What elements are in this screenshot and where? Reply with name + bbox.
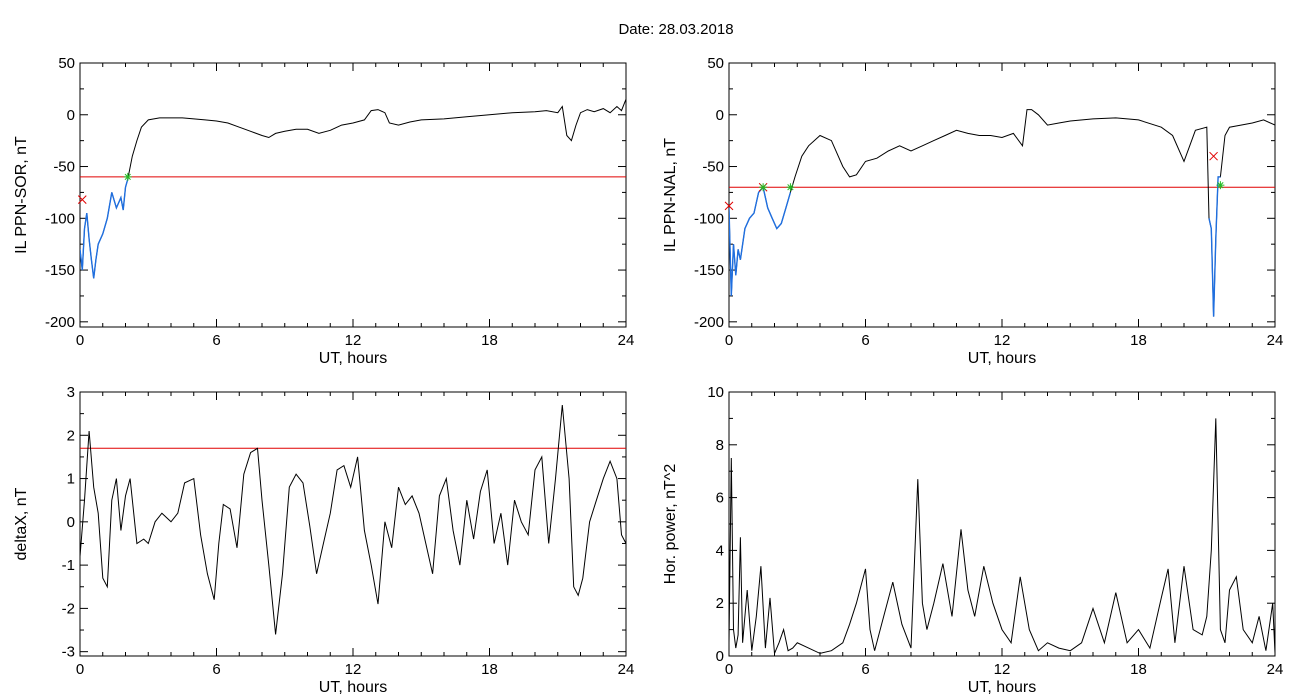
panel-deltax: 0 6 12 18 24 3 2 1 0 -1 -2 -3 UT, hours deltaX, nT	[13, 384, 634, 696]
x-tick-label: 6	[861, 661, 869, 678]
y-tick-label: 2	[716, 595, 724, 612]
onset-marker	[724, 201, 734, 211]
y-tick-label: 1	[67, 471, 75, 488]
y-axis-label: deltaX, nT	[13, 487, 30, 560]
y-tick-label: -2	[62, 600, 75, 617]
substorm-segment	[729, 185, 792, 296]
plot-frame	[728, 391, 1276, 657]
y-tick-label: 10	[707, 384, 724, 401]
onset-marker	[77, 195, 87, 205]
end-marker	[786, 183, 795, 192]
substorm-segment	[1208, 176, 1221, 317]
x-tick-label: 6	[861, 332, 869, 349]
panel-il-nal: 0 6 12 18 24 50 0 -50 -100 -150 -200 UT, hours IL PP…	[662, 55, 1283, 367]
x-tick-label: 0	[76, 661, 84, 678]
x-axis-label: UT, hours	[968, 350, 1036, 367]
x-tick-label: 18	[481, 332, 498, 349]
y-tick-label: -100	[694, 210, 724, 227]
y-tick-label: 3	[67, 384, 75, 401]
end-marker	[123, 172, 132, 181]
x-axis-label: UT, hours	[968, 679, 1036, 696]
x-tick-label: 0	[725, 661, 733, 678]
data-trace	[80, 404, 626, 635]
panel-il-sor: 0 6 12 18 24 50 0 -50 -100 -150 -200 UT, hours IL PP…	[13, 55, 634, 367]
x-tick-label: 0	[725, 332, 733, 349]
y-tick-label: 6	[716, 490, 724, 507]
x-tick-label: 24	[1267, 661, 1284, 678]
plot-frame	[728, 62, 1276, 328]
y-tick-label: -3	[62, 644, 75, 661]
x-tick-label: 6	[212, 661, 220, 678]
x-axis-label: UT, hours	[319, 679, 387, 696]
x-tick-label: 24	[618, 332, 635, 349]
x-tick-label: 0	[76, 332, 84, 349]
onset-marker	[1209, 151, 1218, 161]
y-tick-label: 0	[67, 107, 75, 124]
x-tick-label: 12	[994, 332, 1011, 349]
x-tick-label: 24	[618, 661, 635, 678]
y-tick-label: -100	[45, 210, 75, 227]
y-tick-label: 0	[716, 648, 724, 665]
y-tick-label: -50	[702, 159, 724, 176]
y-tick-label: 8	[716, 437, 724, 454]
y-tick-label: -1	[62, 557, 75, 574]
figure-title: Date: 28.03.2018	[618, 21, 733, 38]
data-trace	[80, 99, 626, 279]
y-tick-label: -150	[694, 262, 724, 279]
plot-frame	[79, 62, 627, 328]
y-tick-label: -200	[45, 314, 75, 331]
x-tick-label: 18	[1130, 332, 1147, 349]
y-tick-label: 4	[716, 542, 724, 559]
plot-frame	[79, 391, 627, 657]
x-tick-label: 18	[481, 661, 498, 678]
end-marker	[1216, 181, 1225, 190]
data-trace	[729, 109, 1275, 317]
x-tick-label: 12	[345, 661, 362, 678]
y-tick-label: 50	[58, 55, 75, 72]
y-axis-label: Hor. power, nT^2	[662, 464, 679, 585]
x-axis-label: UT, hours	[319, 350, 387, 367]
y-tick-label: 0	[67, 514, 75, 531]
y-axis-label: IL PPN-SOR, nT	[13, 136, 30, 254]
x-tick-label: 24	[1267, 332, 1284, 349]
y-tick-label: 2	[67, 427, 75, 444]
data-trace	[729, 418, 1275, 654]
y-axis-label: IL PPN-NAL, nT	[662, 138, 679, 252]
x-tick-label: 12	[994, 661, 1011, 678]
x-tick-label: 6	[212, 332, 220, 349]
y-tick-label: -200	[694, 314, 724, 331]
substorm-segment	[80, 178, 129, 279]
y-tick-label: 0	[716, 107, 724, 124]
x-tick-label: 18	[1130, 661, 1147, 678]
y-tick-label: 50	[707, 55, 724, 72]
y-tick-label: -50	[53, 159, 75, 176]
y-tick-label: -150	[45, 262, 75, 279]
end-marker	[759, 183, 768, 192]
x-tick-label: 12	[345, 332, 362, 349]
panel-hor-power: 0 6 12 18 24 10 8 6 4 2 0 UT, hours Hor. power, nT^2	[662, 384, 1283, 696]
